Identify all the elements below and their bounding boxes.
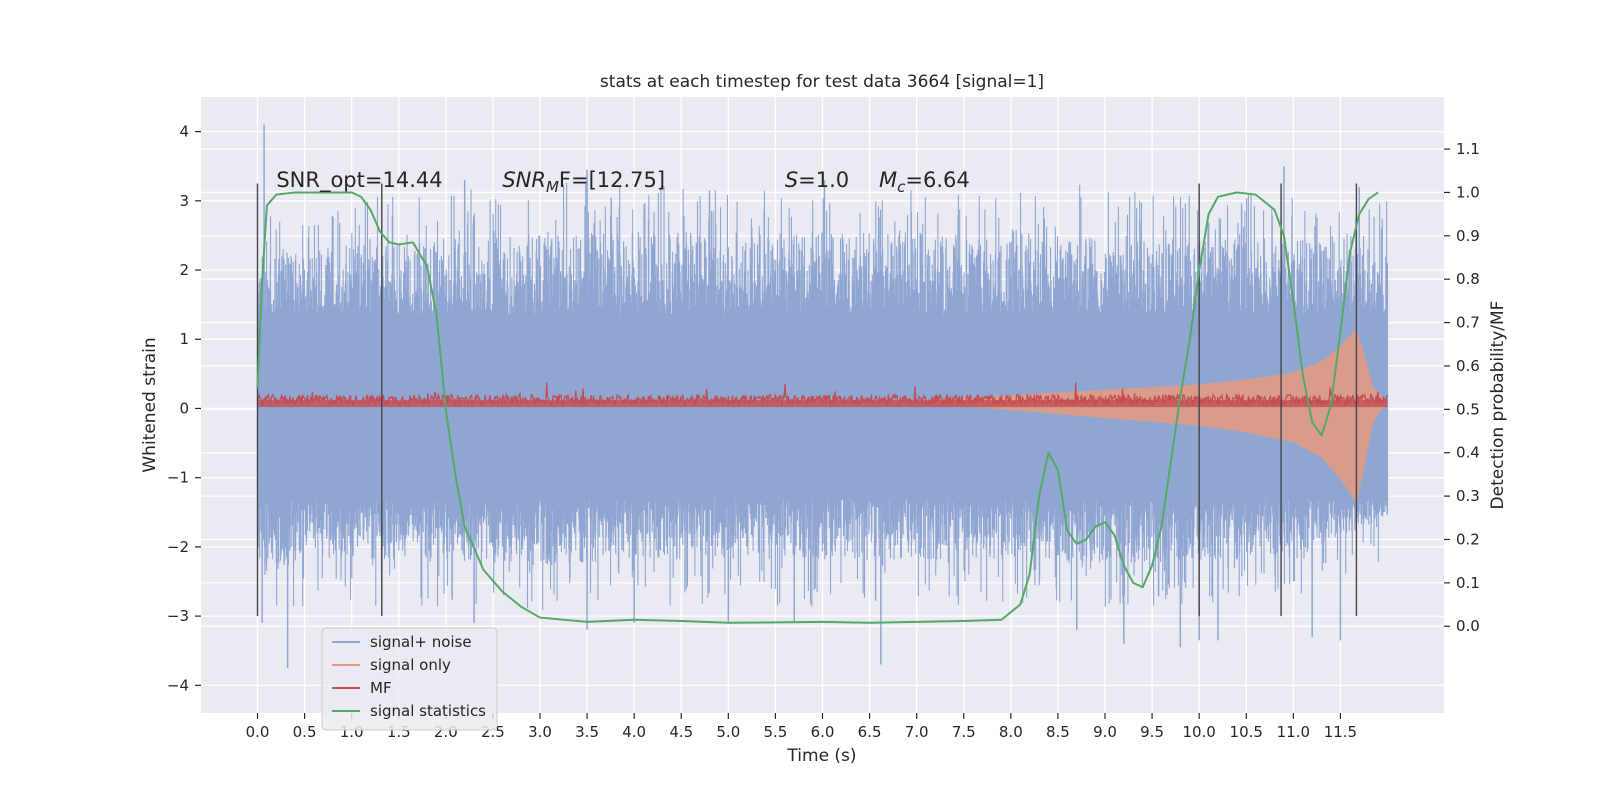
y-right-tick-label: 0.5: [1456, 400, 1480, 418]
annotation-text: Mc=6.64: [879, 168, 970, 196]
x-tick-label: 5.0: [716, 723, 740, 741]
x-tick-label: 4.5: [669, 723, 693, 741]
annotation-text-part: SNR: [502, 168, 546, 192]
x-tick-label: 7.0: [905, 723, 929, 741]
annotation-text-part: F=[12.75]: [559, 168, 665, 192]
y-left-tick-label: −3: [167, 607, 189, 625]
y-left-tick-label: −2: [167, 538, 189, 556]
x-tick-label: 9.0: [1093, 723, 1117, 741]
annotation-text: SNRMF=[12.75]: [502, 168, 665, 196]
left-y-axis-label: Whitened strain: [140, 337, 160, 472]
y-left-tick-label: 0: [179, 399, 189, 417]
x-tick-label: 5.5: [763, 723, 787, 741]
x-tick-label: 3.0: [528, 723, 552, 741]
right-y-axis-ticks: 1.1 1.0 0.9 0.8 0.7 0.6 0.5 0.4 0.3 0.2 0.1 0.0: [1444, 140, 1480, 635]
x-axis-label: Time (s): [786, 746, 856, 766]
y-right-tick-label: 0.3: [1456, 487, 1480, 505]
annotations: SNR_opt=14.44 SNRMF=[12.75] S=1.0 Mc=6.64: [276, 168, 969, 196]
y-left-tick-label: −1: [167, 469, 189, 487]
y-right-tick-label: 0.1: [1456, 574, 1480, 592]
right-y-axis-label: Detection probability/MF: [1488, 301, 1508, 510]
x-tick-label: 6.0: [811, 723, 835, 741]
y-right-tick-label: 1.1: [1456, 140, 1480, 158]
annotation-text: SNR_opt=14.44: [276, 168, 442, 193]
y-left-tick-label: 2: [179, 261, 189, 279]
x-tick-label: 8.5: [1046, 723, 1070, 741]
legend: signal+ noise signal only MF signal statist…: [321, 627, 498, 731]
x-tick-label: 0.5: [293, 723, 317, 741]
signal-statistics-line: [256, 191, 1379, 624]
x-tick-label: 0.0: [246, 723, 270, 741]
y-right-tick-label: 0.8: [1456, 270, 1480, 288]
annotation-text-part: M: [546, 178, 559, 196]
x-tick-label: 10.0: [1182, 723, 1215, 741]
chart-title: stats at each timestep for test data 366…: [600, 72, 1044, 92]
y-right-tick-label: 0.2: [1456, 530, 1480, 548]
y-right-tick-label: 1.0: [1456, 183, 1480, 201]
y-right-tick-label: 0.0: [1456, 617, 1480, 635]
annotation-text-part: =6.64: [905, 168, 969, 192]
mf-band: [257, 400, 1388, 408]
legend-label: signal statistics: [370, 702, 486, 720]
x-axis-ticks: 0.0 0.5 1.0 1.5 2.0 2.5 3.0 3.5 4.0 4.5 5.0 5.5 6.0 6…: [246, 713, 1357, 741]
signal-statistics-series: [256, 191, 1379, 624]
x-tick-label: 9.5: [1140, 723, 1164, 741]
annotation-text-part: S: [785, 168, 798, 192]
x-tick-label: 6.5: [858, 723, 882, 741]
annotation-text-part: SNR_opt=14.44: [276, 168, 442, 193]
legend-box: [321, 627, 498, 731]
x-tick-label: 11.0: [1277, 723, 1310, 741]
signal-only-series: [897, 329, 1388, 503]
vertical-markers: [256, 183, 1358, 617]
annotation-text: S=1.0: [785, 168, 849, 192]
x-tick-label: 10.5: [1230, 723, 1263, 741]
left-y-axis-ticks: 4 3 2 1 0 −1 −2 −3 −4: [167, 123, 201, 694]
y-left-tick-label: −4: [167, 676, 189, 694]
y-left-tick-label: 3: [179, 192, 189, 210]
legend-label: signal only: [370, 656, 451, 674]
y-left-tick-label: 4: [179, 123, 189, 141]
legend-label: MF: [370, 679, 392, 697]
y-right-tick-label: 0.6: [1456, 357, 1480, 375]
legend-label: signal+ noise: [370, 633, 472, 651]
x-tick-label: 4.0: [622, 723, 646, 741]
signal-only-envelope: [897, 329, 1388, 503]
annotation-text-part: M: [879, 168, 897, 192]
y-right-tick-label: 0.7: [1456, 314, 1480, 332]
x-tick-label: 3.5: [575, 723, 599, 741]
x-tick-label: 7.5: [952, 723, 976, 741]
x-tick-label: 11.5: [1324, 723, 1357, 741]
x-tick-label: 8.0: [999, 723, 1023, 741]
y-left-tick-label: 1: [179, 330, 189, 348]
y-right-tick-label: 0.4: [1456, 444, 1480, 462]
annotation-text-part: =1.0: [798, 168, 849, 192]
annotation-text-part: c: [897, 178, 906, 196]
y-right-tick-label: 0.9: [1456, 227, 1480, 245]
